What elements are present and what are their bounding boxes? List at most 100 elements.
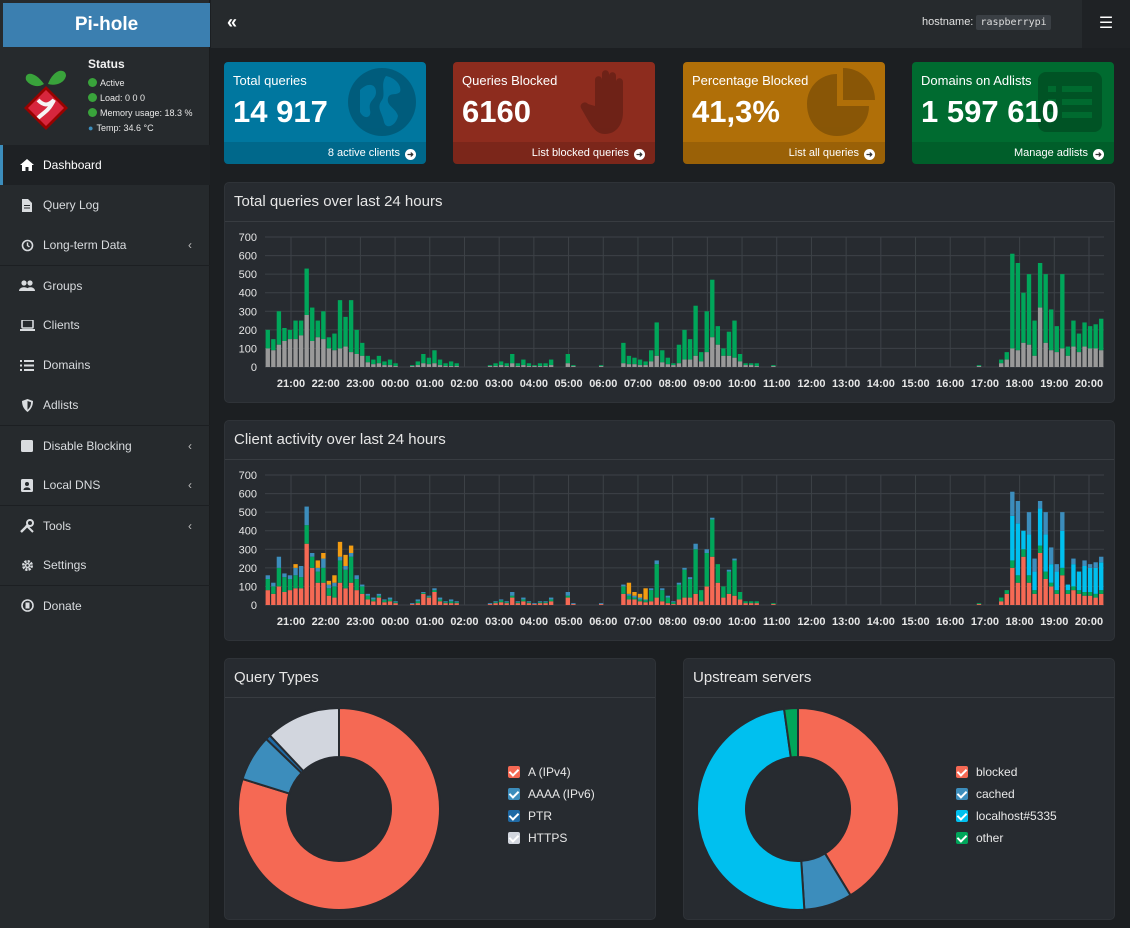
sidebar-item-donate[interactable]: Donate [0,585,210,625]
chevron-left-icon: ‹ [188,478,192,492]
active-dot-icon [88,78,97,87]
sidebar-item-tools[interactable]: Tools ‹ [0,505,210,545]
legend-item[interactable]: A (IPv4) [508,761,595,783]
bar-blocked [393,366,398,367]
bar [1026,575,1032,583]
stat-value: 41,3% [692,94,780,129]
x-tick-label: 18:00 [1006,616,1034,628]
bar-blocked [721,355,726,367]
bar [504,601,509,603]
bar [665,595,671,598]
bar-permitted [626,355,632,365]
list-all-queries-link[interactable]: List all queries ➜ [683,142,885,164]
sidebar-item-label: Disable Blocking [43,438,132,453]
legend-item[interactable]: other [956,827,1057,849]
panel-title: Upstream servers [693,669,812,686]
bar-blocked [343,346,348,367]
sidebar-item-groups[interactable]: Groups [0,265,210,305]
legend-item[interactable]: AAAA (IPv6) [508,783,595,805]
bar-blocked [715,344,721,367]
sidebar-item-adlists[interactable]: Adlists [0,385,210,425]
bar [321,553,326,559]
list-blocked-queries-link[interactable]: List blocked queries ➜ [453,142,655,164]
x-tick-label: 09:00 [693,378,721,390]
donut-slice [268,706,340,773]
bar [304,543,309,605]
sidebar-item-clients[interactable]: Clients [0,305,210,345]
legend-label: other [976,831,1004,845]
x-tick-label: 12:00 [797,616,825,628]
sidebar-item-local-dns[interactable]: Local DNS ‹ [0,465,210,505]
bar [448,599,454,602]
bar [421,592,426,594]
sidebar-item-domains[interactable]: Domains [0,345,210,385]
hamburger-menu-button[interactable]: ☰ [1082,0,1130,48]
bar [348,582,354,605]
bar [754,603,759,605]
sidebar-item-long-term-data[interactable]: Long-term Data ‹ [0,225,210,265]
bar-blocked [621,363,626,367]
bar [654,560,659,565]
stat-label: Queries Blocked [462,73,558,88]
bar [715,582,721,605]
bar [710,517,715,520]
y-tick-label: 400 [239,526,257,538]
bar [282,577,287,592]
bar [693,549,698,594]
bar [454,603,459,605]
bar [1060,567,1065,576]
sidebar-toggle-button[interactable]: « [227,12,238,32]
x-tick-label: 11:00 [763,616,791,628]
legend-item[interactable]: PTR [508,805,595,827]
footer-text: Manage adlists [1014,147,1088,159]
bar [298,566,304,578]
bar [704,586,709,605]
bar-permitted [1043,274,1048,343]
legend-item[interactable]: HTTPS [508,827,595,849]
bar [271,593,276,605]
x-tick-label: 09:00 [693,616,721,628]
bar [498,600,504,603]
bar-permitted [710,279,715,338]
legend-item[interactable]: cached [956,783,1057,805]
checkbox-icon [956,810,968,822]
sidebar-item-settings[interactable]: Settings [0,545,210,585]
sidebar-item-disable-blocking[interactable]: Disable Blocking ‹ [0,425,210,465]
bar [1099,556,1104,563]
bar [687,597,693,605]
brand-logo[interactable]: Pi-hole [3,3,210,47]
bar [643,602,648,605]
active-clients-link[interactable]: 8 active clients ➜ [224,142,426,164]
bar [493,601,498,603]
bar [371,599,376,602]
bar [1087,592,1093,596]
bar-permitted [548,359,554,366]
y-tick-label: 500 [239,269,257,281]
bar-permitted [571,365,576,367]
bar [1054,590,1059,594]
legend-item[interactable]: localhost#5335 [956,805,1057,827]
bar [354,575,359,579]
bar-permitted [632,357,637,365]
x-tick-label: 19:00 [1040,378,1068,390]
bar [1093,567,1098,594]
y-tick-label: 0 [251,362,257,374]
sidebar-item-dashboard[interactable]: Dashboard [0,145,210,185]
bar [354,590,359,605]
bar-permitted [310,307,315,341]
x-tick-label: 06:00 [589,378,617,390]
bar-blocked [571,366,576,367]
sidebar-item-query-log[interactable]: Query Log [0,185,210,225]
bar-permitted [493,363,498,367]
bar [498,599,504,601]
bar [743,603,748,605]
bar [621,584,626,587]
y-tick-label: 500 [239,507,257,519]
total-queries-panel: Total queries over last 24 hours 0 100 200… [224,182,1115,403]
sidebar-item-label: Clients [43,318,80,332]
bar-blocked [732,357,737,367]
bar [693,593,698,605]
manage-adlists-link[interactable]: Manage adlists ➜ [912,142,1114,164]
bar [1026,582,1032,605]
legend-item[interactable]: blocked [956,761,1057,783]
